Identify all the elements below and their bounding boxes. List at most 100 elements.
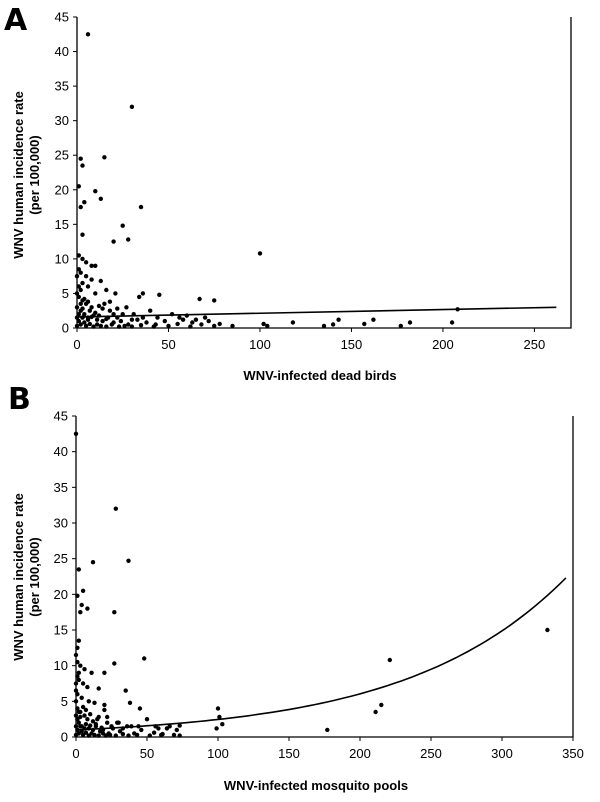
panel-a-data-point	[85, 284, 91, 289]
panel-a-data-point	[111, 312, 116, 317]
panel-a-x-tick-label: 200	[432, 337, 454, 352]
panel-a-y-tick-label: 10	[55, 251, 69, 266]
panel-a-y-axis-title-line2: (per 100,000)	[27, 135, 42, 215]
panel-a-data-point	[85, 317, 91, 322]
panel-b-data-point	[379, 702, 384, 708]
panel-a-data-point	[129, 104, 135, 110]
panel-a-data-point	[120, 223, 125, 228]
panel-b-data-point	[83, 722, 89, 727]
panel-b-y-tick-label: 30	[54, 516, 68, 531]
panel-a-data-point	[104, 287, 109, 293]
panel-a-data-point	[94, 322, 100, 327]
panel-a-data-point	[193, 317, 199, 322]
panel-a-data-point	[89, 263, 94, 268]
panel-b-data-point	[214, 726, 219, 731]
panel-b-data-point	[88, 712, 93, 717]
panel-a-data-point	[144, 320, 149, 325]
panel-b-data-point	[164, 726, 170, 731]
panel-a-data-point	[80, 163, 85, 168]
panel-b-data-point	[105, 714, 110, 720]
panel-a-data-point	[177, 315, 182, 320]
panel-b-y-tick-label: 15	[54, 623, 68, 638]
panel-a-data-point	[138, 204, 144, 210]
panel-b-data-point	[80, 588, 86, 593]
panel-a-data-point	[135, 317, 140, 322]
panel-a-data-point	[230, 323, 235, 329]
panel-a-data-point	[98, 323, 104, 329]
panel-b-data-point	[78, 724, 83, 729]
panel-a-data-point	[82, 320, 87, 325]
panel-a-data-point	[83, 274, 89, 279]
panel-a-data-point	[175, 321, 180, 327]
panel-a-data-point	[140, 315, 146, 320]
panel-a-data-point	[80, 306, 85, 311]
panel-b-data-point	[78, 714, 83, 720]
panel-b-data-point	[112, 610, 117, 615]
panel-a-x-tick-label: 150	[341, 337, 363, 352]
panel-b-data-point	[79, 695, 84, 700]
panel-b-data-point	[126, 558, 131, 563]
panel-a-data-point	[212, 323, 217, 329]
panel-a-data-point	[115, 306, 120, 311]
panel-a-data-point	[290, 320, 296, 325]
panel-b-y-tick-label: 40	[54, 444, 68, 459]
panel-b-y-tick-label: 35	[54, 480, 68, 495]
panel-b-data-point	[90, 560, 96, 565]
panel-b-data-point	[102, 707, 107, 713]
panel-b-data-point	[102, 702, 107, 708]
panel-a-data-point	[199, 322, 204, 327]
panel-b-data-point	[107, 732, 113, 738]
panel-b-data-point	[112, 661, 117, 666]
panel-b-data-point	[85, 717, 90, 722]
panel-a-data-point	[212, 298, 217, 303]
panel-a-data-point	[371, 317, 376, 322]
panel-a-data-point	[96, 303, 102, 309]
panel-a-data-point	[109, 322, 115, 327]
panel-a-data-point	[80, 232, 85, 237]
panel-a-data-point	[85, 32, 91, 37]
panel-b-data-point	[76, 709, 82, 715]
panel-b-data-point	[325, 727, 330, 733]
panel-b-data-point	[83, 730, 89, 735]
panel-a-data-point	[93, 189, 98, 194]
panel-a-data-point	[89, 305, 94, 310]
panel-a-data-point	[162, 318, 167, 324]
panel-b-y-axis-title-line2: (per 100,000)	[27, 537, 42, 617]
panel-a-data-point	[202, 315, 208, 320]
panel-b-data-point	[113, 506, 119, 511]
panel-b-data-point	[92, 732, 97, 738]
panel-b-data-point	[105, 720, 110, 725]
panel-b-data-point	[137, 706, 143, 711]
panel-a-data-point	[78, 270, 83, 275]
panel-a-data-point	[217, 321, 222, 327]
panel-a-data-point	[190, 320, 195, 325]
panel-a-data-point	[82, 200, 87, 205]
panel-b-data-point	[79, 602, 84, 608]
panel-b-data-point	[174, 727, 179, 733]
panel-b-x-tick-label: 150	[278, 746, 300, 761]
panel-a-data-point	[157, 292, 162, 297]
panel-a-data-point	[122, 323, 127, 329]
panel-a-data-point	[82, 312, 87, 317]
panel-a-y-tick-label: 15	[55, 217, 69, 232]
panel-a: A WNV human incidence rate (per 100,000)…	[4, 3, 572, 383]
panel-a-y-tick-label: 5	[62, 286, 69, 301]
panel-b-data-point	[123, 688, 128, 693]
panel-a-y-tick-label: 35	[55, 79, 69, 94]
panel-b-data-point	[85, 606, 90, 611]
panel-a-data-point	[107, 299, 113, 304]
panel-a-data-point	[76, 312, 82, 317]
panel-a-data-point	[83, 260, 89, 265]
panel-b-data-point	[151, 730, 157, 735]
panel-a-data-point	[93, 263, 98, 268]
panel-a-data-point	[330, 322, 336, 327]
panel-b-x-tick-label: 250	[420, 746, 442, 761]
panel-a-x-tick-label: 250	[524, 337, 546, 352]
panel-b-data-point	[373, 709, 378, 715]
panel-b-data-point	[545, 627, 550, 633]
panel-b-data-point	[96, 714, 101, 720]
panel-a-data-point	[140, 291, 146, 296]
panel-b-x-tick-label: 50	[140, 746, 154, 761]
panel-a-data-point	[98, 196, 104, 201]
panel-a-data-point	[148, 308, 153, 313]
